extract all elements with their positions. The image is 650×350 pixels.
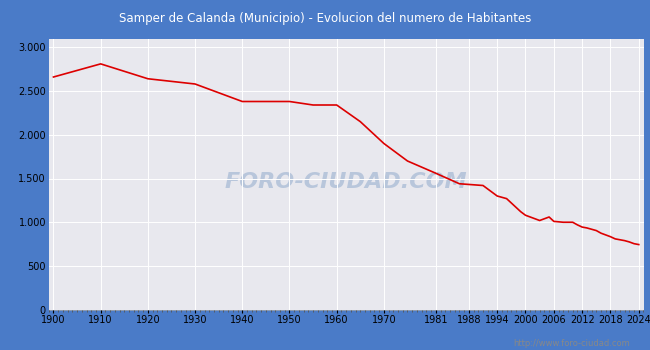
- Text: FORO-CIUDAD.COM: FORO-CIUDAD.COM: [225, 172, 467, 192]
- Text: http://www.foro-ciudad.com: http://www.foro-ciudad.com: [514, 339, 630, 348]
- Text: Samper de Calanda (Municipio) - Evolucion del numero de Habitantes: Samper de Calanda (Municipio) - Evolucio…: [119, 12, 531, 25]
